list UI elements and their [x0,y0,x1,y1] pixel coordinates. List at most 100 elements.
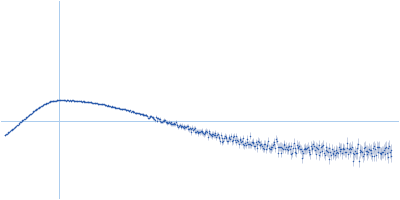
Point [352,149,358,153]
Point [274,145,281,149]
Point [2,133,8,136]
Point [310,143,316,146]
Point [46,101,52,104]
Point [162,119,168,122]
Point [22,116,29,120]
Point [366,149,373,152]
Point [322,153,328,157]
Point [386,145,392,148]
Point [160,118,167,122]
Point [82,100,88,103]
Point [50,99,57,102]
Point [75,99,82,103]
Point [165,121,171,124]
Point [118,107,124,110]
Point [217,140,223,143]
Point [230,136,236,139]
Point [156,120,163,123]
Point [212,131,218,134]
Point [76,99,82,102]
Point [14,123,21,126]
Point [140,114,146,117]
Point [228,135,234,138]
Point [11,126,17,129]
Point [119,107,126,111]
Point [26,114,32,117]
Point [330,152,336,156]
Point [240,137,246,140]
Point [72,99,78,102]
Point [53,99,60,102]
Point [385,147,392,150]
Point [216,136,222,139]
Point [351,153,358,156]
Point [56,98,62,102]
Point [117,107,123,111]
Point [388,155,394,158]
Point [198,130,205,134]
Point [350,159,356,162]
Point [317,150,323,154]
Point [365,150,372,153]
Point [186,128,192,131]
Point [232,135,239,138]
Point [341,148,347,151]
Point [124,108,130,111]
Point [370,146,376,149]
Point [69,99,75,102]
Point [345,152,351,155]
Point [208,134,214,137]
Point [304,145,311,148]
Point [130,111,136,114]
Point [44,101,50,104]
Point [68,99,74,102]
Point [187,127,193,130]
Point [335,151,341,154]
Point [81,100,88,104]
Point [202,131,208,135]
Point [260,142,267,146]
Point [234,138,240,141]
Point [84,100,91,104]
Point [246,134,253,137]
Point [116,107,122,110]
Point [10,127,16,130]
Point [202,130,209,134]
Point [88,101,95,104]
Point [103,104,109,107]
Point [48,100,54,103]
Point [250,140,256,143]
Point [226,135,232,138]
Point [256,141,262,144]
Point [161,119,168,122]
Point [258,142,264,145]
Point [199,129,206,132]
Point [326,158,333,161]
Point [18,120,24,124]
Point [342,150,349,154]
Point [243,137,250,141]
Point [101,103,107,106]
Point [238,140,244,143]
Point [132,111,139,114]
Point [64,99,70,102]
Point [280,148,286,151]
Point [288,153,294,156]
Point [305,150,312,153]
Point [218,137,225,140]
Point [12,126,18,129]
Point [142,113,148,117]
Point [242,143,249,146]
Point [387,150,393,153]
Point [328,153,334,156]
Point [94,102,101,105]
Point [276,145,282,148]
Point [174,124,181,127]
Point [135,112,141,115]
Point [235,139,241,143]
Point [364,152,370,156]
Point [197,130,203,134]
Point [97,102,103,106]
Point [194,132,201,135]
Point [278,145,284,148]
